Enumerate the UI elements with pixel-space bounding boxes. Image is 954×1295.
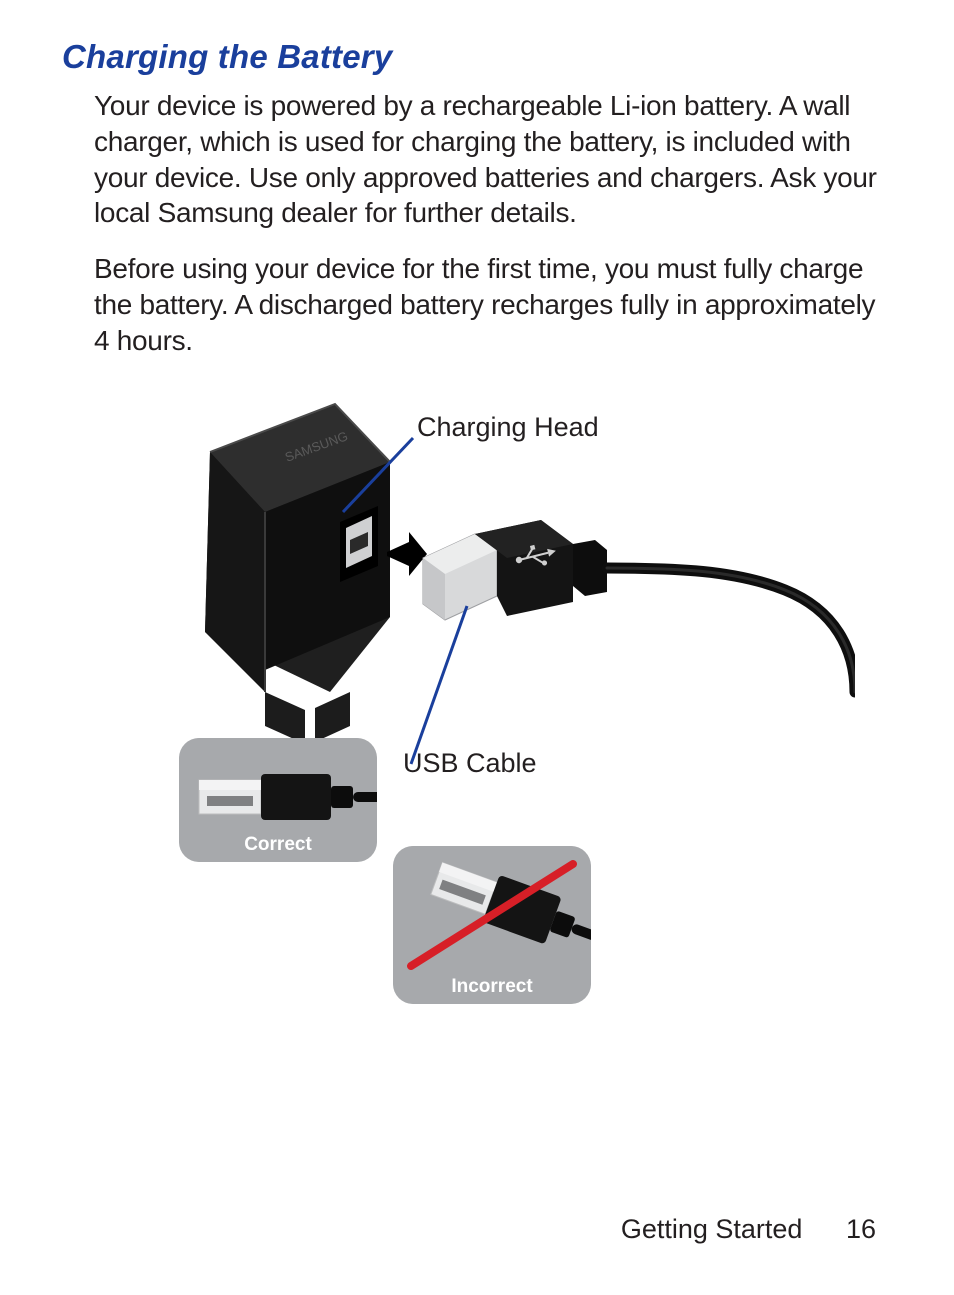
charger-diagram: SAMSUNG <box>155 392 855 1032</box>
body-paragraph-2: Before using your device for the first t… <box>94 251 892 358</box>
section-title: Charging the Battery <box>62 38 892 76</box>
label-charging-head: Charging Head <box>417 412 599 443</box>
label-usb-cable: USB Cable <box>403 748 537 779</box>
tile-correct-caption: Correct <box>179 834 377 856</box>
tile-incorrect: Incorrect <box>393 846 591 1004</box>
body-paragraph-1: Your device is powered by a rechargeable… <box>94 88 892 231</box>
footer-page-number: 16 <box>846 1214 876 1245</box>
tile-correct: Correct <box>179 738 377 862</box>
footer-chapter: Getting Started <box>621 1214 803 1244</box>
page-footer: Getting Started 16 <box>621 1214 876 1245</box>
tile-incorrect-caption: Incorrect <box>393 976 591 998</box>
